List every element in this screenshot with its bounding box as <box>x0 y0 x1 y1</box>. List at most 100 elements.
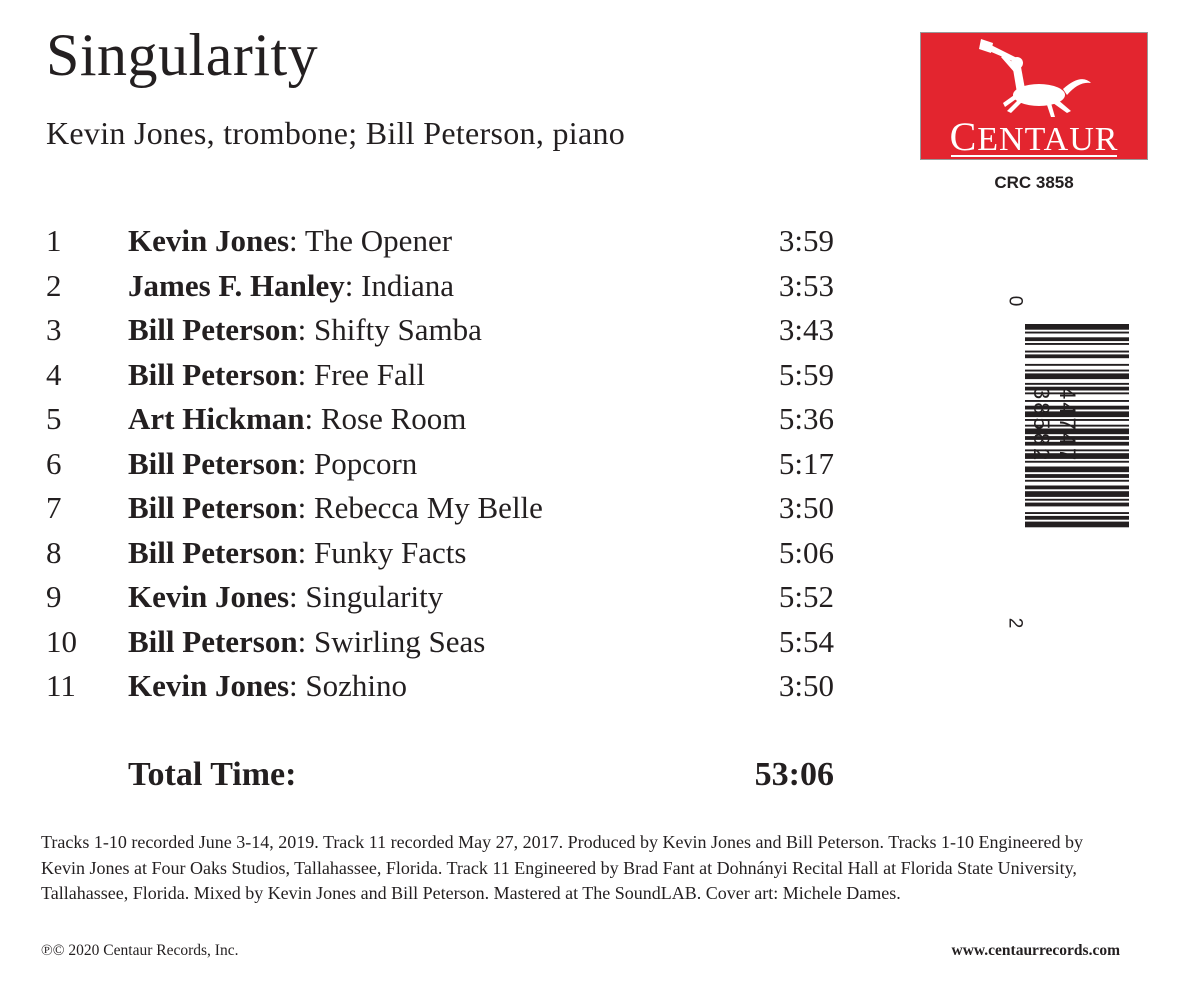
barcode-bar <box>1025 449 1129 452</box>
track-number: 10 <box>46 623 77 659</box>
performers-line: Kevin Jones, trombone; Bill Peterson, pi… <box>46 115 626 151</box>
track-duration: 5:54 <box>778 623 834 659</box>
track-title: : Swirling Seas <box>297 623 486 659</box>
barcode-bar <box>1025 392 1129 395</box>
track-piece: Kevin Jones: The Opener <box>128 219 452 264</box>
centaur-trumpeter-icon <box>979 39 1091 117</box>
barcode-bar <box>1025 466 1129 473</box>
total-time-value: 53:06 <box>754 756 834 793</box>
track-composer: James F. Hanley <box>128 267 345 303</box>
barcode-bar <box>1025 424 1129 427</box>
track-title: : Funky Facts <box>297 534 467 570</box>
track-composer: Bill Peterson <box>128 623 298 659</box>
copyright-notice: ℗© 2020 Centaur Records, Inc. <box>41 942 239 959</box>
track-number: 5 <box>46 401 62 436</box>
track-duration: 5:06 <box>778 534 834 570</box>
barcode-last-digit: 2 <box>1004 617 1026 629</box>
barcode-bar <box>1025 460 1129 463</box>
barcode-bar <box>1025 441 1129 446</box>
track-row: 5 Art Hickman: Rose Room 5:36 <box>46 397 846 442</box>
track-composer: Bill Peterson <box>128 445 298 481</box>
track-number: 4 <box>46 356 62 392</box>
barcode-digits: 44747 38582 <box>1029 387 1080 464</box>
track-composer: Art Hickman <box>128 401 305 436</box>
track-composer: Bill Peterson <box>128 490 298 525</box>
recording-credits: Tracks 1-10 recorded June 3-14, 2019. Tr… <box>41 832 1083 903</box>
centaur-logo: CENTAUR <box>920 32 1148 160</box>
track-piece: Bill Peterson: Shifty Samba <box>128 308 482 353</box>
track-number: 6 <box>46 445 62 481</box>
barcode-bar <box>1025 386 1129 391</box>
track-title: : Rebecca My Belle <box>297 490 543 525</box>
track-composer: Bill Peterson <box>128 356 298 392</box>
track-piece: Bill Peterson: Swirling Seas <box>128 620 485 665</box>
barcode-bar <box>1025 337 1129 342</box>
barcode-bar <box>1025 354 1129 359</box>
track-duration: 3:43 <box>778 312 834 347</box>
barcode-bar <box>1025 491 1129 497</box>
album-title: Singularity <box>46 22 319 88</box>
track-composer: Kevin Jones <box>128 668 290 703</box>
track-duration: 3:59 <box>778 223 834 258</box>
track-piece: Bill Peterson: Free Fall <box>128 353 425 398</box>
barcode-bar <box>1025 373 1129 380</box>
track-title: : Singularity <box>289 579 444 614</box>
barcode-bar <box>1025 343 1129 345</box>
barcode-bar <box>1025 363 1129 366</box>
track-row: 6 Bill Peterson: Popcorn 5:17 <box>46 442 846 487</box>
track-number: 2 <box>46 267 62 303</box>
track-number: 3 <box>46 312 62 347</box>
barcode-bar <box>1025 324 1129 330</box>
catalog-number: CRC 3858 <box>994 173 1074 192</box>
track-number: 8 <box>46 534 62 570</box>
total-time-row: Total Time: 53:06 <box>128 753 834 797</box>
track-row: 10 Bill Peterson: Swirling Seas 5:54 <box>46 620 846 665</box>
barcode-bar <box>1025 369 1129 372</box>
track-number: 1 <box>46 223 62 258</box>
barcode-first-digit: 0 <box>1004 295 1026 307</box>
barcode-bar <box>1025 428 1129 435</box>
track-piece: James F. Hanley: Indiana <box>128 264 454 309</box>
track-duration: 5:59 <box>778 356 834 392</box>
barcode-bar <box>1025 515 1129 520</box>
track-duration: 3:53 <box>778 267 834 303</box>
track-row: 7 Bill Peterson: Rebecca My Belle 3:50 <box>46 486 846 531</box>
track-duration: 5:36 <box>778 401 834 436</box>
track-title: : Sozhino <box>289 668 408 703</box>
track-piece: Art Hickman: Rose Room <box>128 397 466 442</box>
barcode-bar <box>1025 502 1129 507</box>
track-title: : The Opener <box>289 223 453 258</box>
barcode-bars <box>1025 324 1129 528</box>
barcode-bar <box>1025 411 1129 418</box>
track-composer: Bill Peterson <box>128 312 298 347</box>
track-piece: Bill Peterson: Popcorn <box>128 442 417 487</box>
track-piece: Kevin Jones: Sozhino <box>128 664 407 709</box>
barcode-bar <box>1025 498 1129 501</box>
track-piece: Bill Peterson: Funky Facts <box>128 531 466 576</box>
track-row: 11 Kevin Jones: Sozhino 3:50 <box>46 664 846 709</box>
track-row: 3 Bill Peterson: Shifty Samba 3:43 <box>46 308 846 353</box>
barcode-bar <box>1025 331 1129 334</box>
barcode: 0 44747 38582 2 <box>1003 290 1133 630</box>
barcode-bar <box>1025 405 1129 410</box>
track-number: 11 <box>46 668 76 703</box>
track-row: 2 James F. Hanley: Indiana 3:53 <box>46 264 846 309</box>
track-composer: Kevin Jones <box>128 579 290 614</box>
track-duration: 3:50 <box>778 668 834 703</box>
track-piece: Bill Peterson: Rebecca My Belle <box>128 486 543 531</box>
track-title: : Popcorn <box>297 445 418 481</box>
track-duration: 5:17 <box>778 445 834 481</box>
track-number: 9 <box>46 579 62 614</box>
barcode-bar <box>1025 512 1129 514</box>
track-title: : Rose Room <box>304 401 467 436</box>
barcode-bar <box>1025 382 1129 385</box>
track-composer: Kevin Jones <box>128 223 290 258</box>
barcode-bar <box>1025 436 1129 440</box>
track-row: 9 Kevin Jones: Singularity 5:52 <box>46 575 846 620</box>
track-row: 4 Bill Peterson: Free Fall 5:59 <box>46 353 846 398</box>
barcode-bar <box>1025 474 1129 478</box>
track-number: 7 <box>46 490 62 525</box>
logo-underline <box>951 155 1117 157</box>
track-row: 8 Bill Peterson: Funky Facts 5:06 <box>46 531 846 576</box>
website-url: www.centaurrecords.com <box>951 942 1120 959</box>
